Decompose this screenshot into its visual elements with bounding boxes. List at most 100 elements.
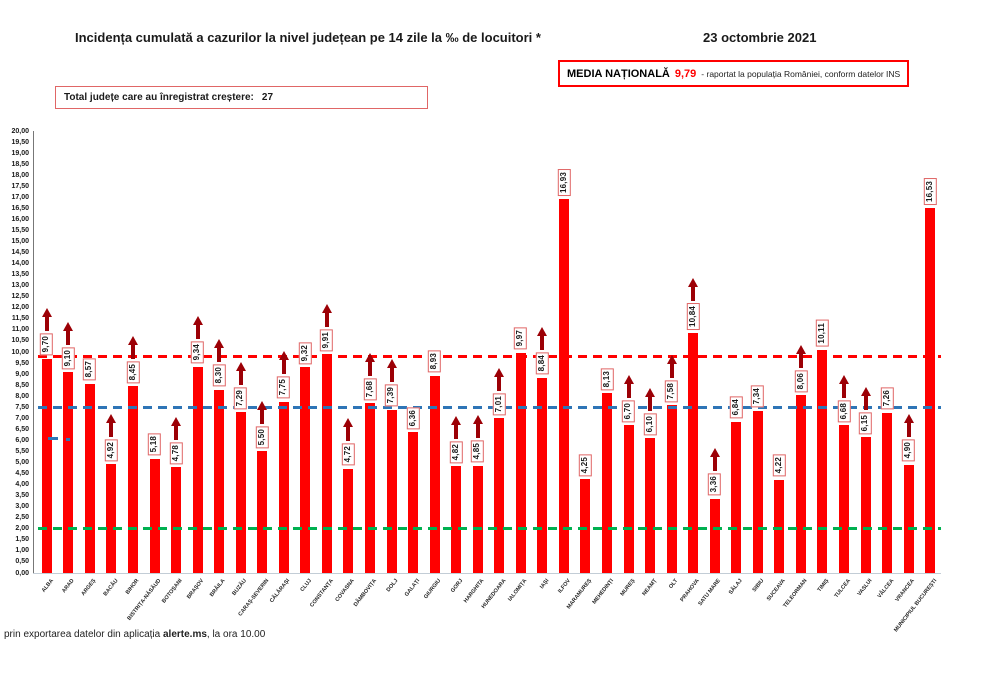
bar bbox=[623, 424, 634, 573]
increase-arrow-icon bbox=[709, 448, 720, 472]
bar-value-group: 3,36 bbox=[706, 448, 724, 496]
increase-arrow-icon bbox=[795, 344, 806, 368]
x-axis-label: ALBA bbox=[40, 578, 55, 594]
y-axis-tick-label: 11,50 bbox=[11, 315, 29, 323]
increase-arrow-icon bbox=[127, 335, 138, 359]
bar-value-label: 8,93 bbox=[428, 350, 442, 373]
bar bbox=[882, 412, 893, 573]
bar-value-group: 7,58 bbox=[663, 355, 681, 403]
bar-value-group: 4,92 bbox=[102, 413, 120, 462]
y-axis-tick-label: 4,50 bbox=[15, 470, 29, 478]
bar bbox=[106, 464, 117, 573]
bar-value-group: 5,50 bbox=[253, 401, 271, 449]
y-axis-tick-label: 10,50 bbox=[11, 337, 29, 345]
bar bbox=[925, 207, 936, 573]
bar-value-group: 16,53 bbox=[921, 177, 939, 205]
increase-arrow-icon bbox=[451, 416, 462, 440]
y-axis-tick-label: 8,50 bbox=[15, 381, 29, 389]
x-axis-label: IALOMIȚA bbox=[507, 578, 529, 603]
bar-value-group: 4,85 bbox=[469, 415, 487, 463]
bar-value-label: 9,34 bbox=[191, 341, 204, 364]
bar-value-label: 6,36 bbox=[406, 407, 420, 430]
x-axis-label: BRAȘOV bbox=[186, 578, 206, 601]
x-axis-label: BRĂILA bbox=[209, 578, 227, 599]
total-increase-box: Total județe care au înregistrat creșter… bbox=[55, 86, 428, 109]
increase-arrow-icon bbox=[257, 401, 268, 425]
bar-value-label: 9,10 bbox=[61, 346, 75, 369]
increase-arrow-icon bbox=[666, 355, 677, 379]
bar bbox=[214, 389, 225, 573]
bar-value-label: 7,58 bbox=[665, 380, 679, 403]
y-axis-tick-label: 1,50 bbox=[15, 536, 29, 544]
bar-value-label: 7,68 bbox=[363, 377, 377, 401]
bar-value-label: 5,18 bbox=[148, 433, 161, 456]
increase-arrow-icon bbox=[839, 375, 850, 398]
bar-value-group: 7,39 bbox=[383, 359, 401, 407]
y-axis-tick-label: 0,00 bbox=[15, 569, 29, 577]
increase-arrow-icon bbox=[41, 308, 52, 332]
x-axis-label: SATU MARE bbox=[697, 578, 723, 608]
bar-value-group: 16,93 bbox=[555, 168, 573, 196]
bar-value-group: 8,84 bbox=[533, 327, 551, 375]
y-axis-tick-label: 19,50 bbox=[11, 138, 29, 146]
bar bbox=[386, 409, 397, 573]
y-axis-tick-label: 9,00 bbox=[15, 370, 29, 378]
bar-value-group: 7,26 bbox=[878, 387, 896, 410]
bar-value-label: 4,92 bbox=[105, 438, 118, 462]
bar bbox=[537, 377, 548, 573]
total-increase-value: 27 bbox=[261, 92, 274, 103]
increase-arrow-icon bbox=[903, 414, 914, 438]
bar bbox=[645, 438, 656, 573]
bar-value-label: 4,78 bbox=[169, 442, 183, 465]
bar bbox=[752, 410, 763, 573]
bar bbox=[408, 432, 419, 573]
bar bbox=[515, 352, 526, 573]
bar-value-label: 16,53 bbox=[923, 177, 937, 205]
bar-value-label: 9,70 bbox=[40, 333, 54, 356]
x-axis-label: MEHEDINȚI bbox=[591, 578, 615, 606]
y-axis-tick-label: 3,50 bbox=[15, 492, 29, 500]
increase-arrow-icon bbox=[386, 359, 397, 383]
x-axis-label: COVASNA bbox=[334, 578, 357, 604]
bar-value-group: 9,10 bbox=[59, 321, 77, 369]
blue-dash-fragment bbox=[48, 437, 58, 440]
bar-value-label: 8,13 bbox=[600, 367, 614, 391]
x-axis-label: SĂLAJ bbox=[728, 578, 745, 596]
bar-value-group: 6,15 bbox=[857, 386, 875, 435]
bar bbox=[321, 353, 332, 573]
bar bbox=[580, 479, 591, 573]
x-axis-label: GIURGIU bbox=[423, 578, 443, 601]
x-axis-label: ARGEȘ bbox=[80, 578, 98, 598]
increase-arrow-icon bbox=[537, 327, 548, 351]
y-axis-tick-label: 14,50 bbox=[11, 249, 29, 257]
bar bbox=[817, 349, 828, 573]
y-axis-tick-label: 13,50 bbox=[11, 271, 29, 279]
increase-arrow-icon bbox=[860, 386, 871, 410]
increase-arrow-icon bbox=[343, 418, 354, 442]
increase-arrow-icon bbox=[214, 339, 225, 363]
bar-value-label: 10,84 bbox=[686, 303, 700, 331]
increase-arrow-icon bbox=[278, 351, 289, 375]
bar bbox=[472, 465, 483, 573]
bar-value-label: 6,84 bbox=[729, 396, 743, 419]
bar-value-group: 4,72 bbox=[339, 418, 357, 466]
increase-arrow-icon bbox=[472, 415, 483, 439]
bar-value-group: 6,10 bbox=[641, 387, 659, 436]
x-axis-label: OLT bbox=[668, 578, 680, 591]
bar-value-label: 7,75 bbox=[277, 376, 291, 399]
increase-arrow-icon bbox=[106, 413, 117, 437]
y-axis-tick-label: 16,00 bbox=[11, 215, 29, 223]
x-axis-label: IAȘI bbox=[538, 578, 551, 591]
y-axis-tick-label: 12,00 bbox=[11, 304, 29, 312]
y-axis-tick-label: 2,00 bbox=[15, 525, 29, 533]
bar bbox=[257, 451, 268, 573]
y-axis-tick-label: 11,00 bbox=[11, 326, 29, 334]
bar bbox=[343, 468, 354, 573]
x-axis-label: HARGHITA bbox=[463, 578, 486, 605]
bar-value-group: 7,29 bbox=[232, 361, 250, 409]
increase-arrow-icon bbox=[688, 278, 699, 302]
bar-value-label: 8,30 bbox=[212, 364, 226, 387]
x-axis-label: DOLJ bbox=[385, 578, 400, 594]
bar-value-label: 7,26 bbox=[880, 387, 894, 410]
bar-value-label: 4,90 bbox=[902, 439, 916, 462]
